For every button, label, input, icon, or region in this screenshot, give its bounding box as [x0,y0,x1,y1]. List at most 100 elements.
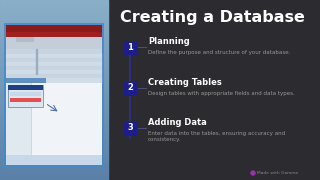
Bar [0,61,108,62]
Bar [6,70,102,74]
Bar [0,78,108,79]
Bar [0,98,108,99]
Bar [0,129,108,130]
Bar [0,96,108,97]
Bar [0,86,108,87]
Bar [0,8,108,9]
Bar [0,149,108,150]
Bar [0,108,108,109]
Bar [0,170,108,171]
Bar [0,176,108,177]
Bar [0,63,108,64]
Bar [0,126,108,127]
Bar [6,78,102,82]
Bar [0,67,108,68]
Bar [0,97,108,98]
Bar [0,4,108,5]
Bar [0,12,108,13]
Bar [0,95,108,96]
Bar [0,117,108,118]
Bar [0,130,108,131]
Bar [0,114,108,115]
FancyBboxPatch shape [10,98,41,102]
Bar [0,49,108,50]
Bar [0,106,108,107]
Text: 2: 2 [127,84,133,93]
Text: Creating Tables: Creating Tables [148,78,222,87]
Bar [0,19,108,20]
Bar [0,23,108,24]
Bar [0,54,108,55]
Bar [0,29,108,30]
Bar [0,24,108,25]
Bar [0,152,108,153]
Bar [0,175,108,176]
Text: Enter data into the tables, ensuring accuracy and: Enter data into the tables, ensuring acc… [148,131,285,136]
Bar [0,27,108,28]
Bar [0,47,108,48]
Text: 1: 1 [127,42,133,51]
FancyBboxPatch shape [124,40,138,55]
Bar [0,110,108,111]
Bar [0,48,108,49]
Bar [0,162,108,163]
Bar [6,58,102,62]
FancyBboxPatch shape [8,95,28,99]
FancyBboxPatch shape [6,83,31,155]
Bar [0,16,108,17]
Bar [0,46,108,47]
Bar [0,134,108,135]
Bar [0,144,108,145]
Bar [0,146,108,147]
Text: Planning: Planning [148,37,190,46]
Bar [0,37,108,38]
Bar [0,52,108,53]
Bar [0,137,108,138]
FancyBboxPatch shape [16,37,34,42]
Bar [0,174,108,175]
Bar [0,122,108,123]
FancyBboxPatch shape [10,92,41,96]
Bar [0,132,108,133]
Bar [0,66,108,67]
Bar [0,59,108,60]
Bar [0,90,108,91]
Bar [0,104,108,105]
Bar [0,169,108,170]
Bar [6,62,102,66]
Bar [0,9,108,10]
Bar [0,156,108,157]
Bar [0,34,108,35]
Bar [0,91,108,92]
Bar [0,124,108,125]
Bar [0,145,108,146]
Bar [0,88,108,89]
Bar [0,112,108,113]
Bar [0,87,108,88]
Bar [0,80,108,81]
Bar [6,54,102,58]
Bar [0,58,108,59]
Bar [0,148,108,149]
Bar [0,101,108,102]
FancyBboxPatch shape [8,87,28,91]
Bar [0,79,108,80]
Bar [0,105,108,106]
Bar [0,77,108,78]
Bar [0,151,108,152]
Bar [0,107,108,108]
Bar [0,32,108,33]
Bar [0,179,108,180]
Bar [0,84,108,85]
Text: Design tables with appropriate fields and data types.: Design tables with appropriate fields an… [148,91,295,96]
Bar [0,15,108,16]
Bar [0,171,108,172]
Bar [0,158,108,159]
Bar [0,43,108,44]
Bar [0,36,108,37]
FancyBboxPatch shape [8,85,43,107]
Bar [0,167,108,168]
Bar [0,99,108,100]
Bar [0,75,108,76]
Bar [0,11,108,12]
